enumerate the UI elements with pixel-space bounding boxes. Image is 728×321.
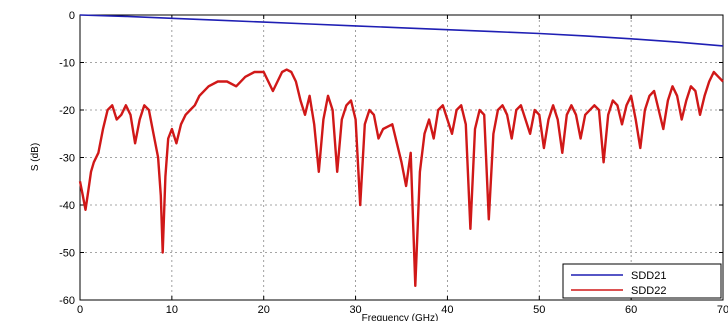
series-line-sdd22	[78, 68, 724, 287]
y-tick-label: -50	[59, 248, 75, 260]
series-layer	[78, 14, 724, 287]
chart-legend: SDD21 SDD22	[562, 263, 722, 299]
plot-frame	[79, 14, 724, 301]
legend-box	[562, 263, 722, 299]
y-tick-label: -20	[59, 105, 75, 117]
x-tick-labels: 0 10 20 30 40 50 60 70	[77, 304, 728, 316]
y-tick-labels: 0 -10 -20 -30 -40 -50 -60	[59, 10, 75, 307]
y-tick-label: -40	[59, 200, 75, 212]
x-tick-label: 40	[441, 304, 453, 316]
y-tick-label: 0	[69, 10, 75, 22]
legend-label-sdd21: SDD21	[631, 270, 666, 282]
x-tick-label: 20	[258, 304, 270, 316]
x-tick-label: 10	[166, 304, 178, 316]
x-axis-label: Frequency (GHz)	[362, 313, 439, 321]
legend-label-sdd22: SDD22	[631, 285, 666, 297]
x-tick-label: 30	[349, 304, 361, 316]
y-tick-label: -60	[59, 295, 75, 307]
y-tick-label: -10	[59, 58, 75, 70]
series-line-sdd21	[79, 14, 724, 47]
x-tick-label: 70	[717, 304, 728, 316]
x-tick-label: 0	[77, 304, 83, 316]
y-axis-label: S (dB)	[30, 143, 41, 171]
y-tick-label: -30	[59, 153, 75, 165]
x-tick-label: 60	[625, 304, 637, 316]
x-tick-label: 50	[533, 304, 545, 316]
